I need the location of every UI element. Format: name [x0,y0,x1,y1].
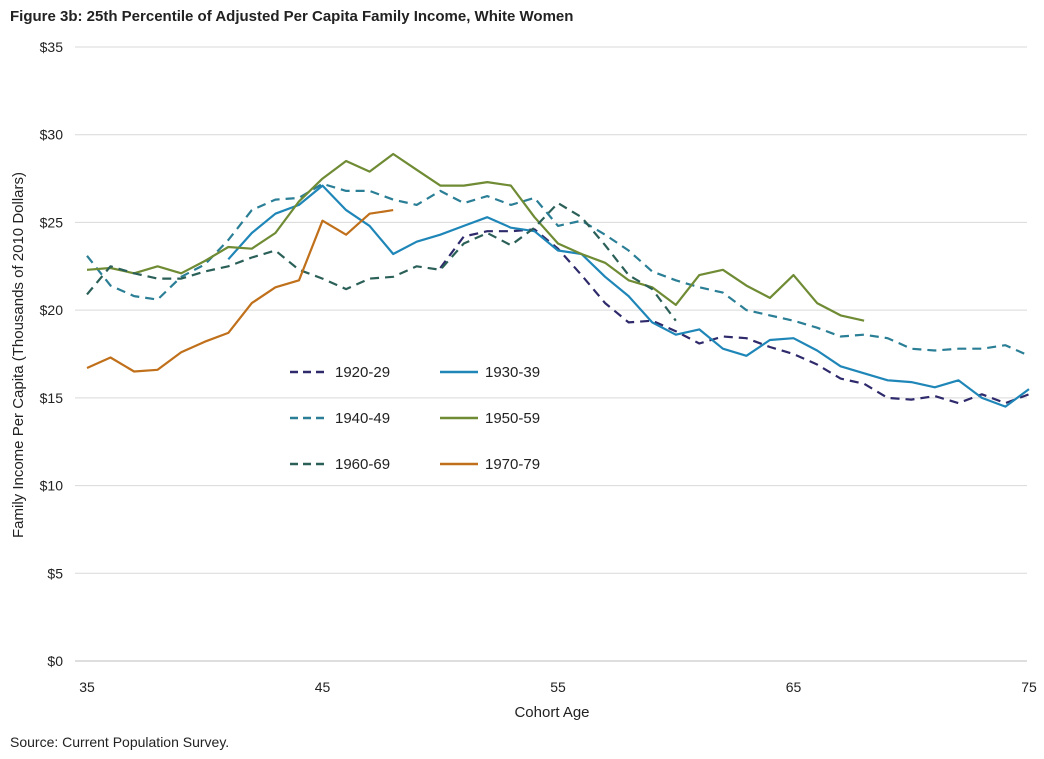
y-tick-label: $25 [40,214,64,230]
legend: 1920-29 1930-39 1940-49 1950-59 1960-69 1970-… [290,364,540,473]
legend-item-1970-79: 1970-79 [440,456,540,473]
legend-label: 1960-69 [335,456,390,473]
y-tick-label: $0 [47,653,63,669]
legend-label: 1950-59 [485,410,540,427]
legend-item-1930-39: 1930-39 [440,364,540,381]
legend-item-1950-59: 1950-59 [440,410,540,427]
series-line-1970-79 [86,209,394,373]
y-tick-label: $35 [40,39,64,55]
series-line-1940-49 [86,182,1030,357]
y-tick-label: $5 [47,565,63,581]
y-tick-label: $15 [40,390,64,406]
legend-label: 1940-49 [335,410,390,427]
x-tick-label: 45 [315,679,331,695]
x-axis-title: Cohort Age [514,704,589,721]
legend-label: 1930-39 [485,364,540,381]
y-tick-label: $20 [40,302,64,318]
y-tick-label: $30 [40,127,64,143]
axes: $0 $5 $10 $15 $20 $25 $30 $35 35 45 55 65 75 [40,39,1037,695]
legend-item-1940-49: 1940-49 [290,410,390,427]
y-tick-label: $10 [40,478,64,494]
legend-label: 1920-29 [335,364,390,381]
y-axis-title: Family Income Per Capita (Thousands of 2… [10,172,27,538]
legend-label: 1970-79 [485,456,540,473]
x-tick-label: 75 [1021,679,1037,695]
source-note: Source: Current Population Survey. [10,734,230,750]
series-line-1960-69 [86,202,677,322]
grid-lines [75,46,1027,662]
x-tick-label: 55 [550,679,566,695]
figure-title: Figure 3b: 25th Percentile of Adjusted P… [10,8,574,25]
series-lines [86,152,1030,408]
legend-item-1960-69: 1960-69 [290,456,390,473]
legend-item-1920-29: 1920-29 [290,364,390,381]
series-line-1950-59 [86,152,865,322]
x-tick-label: 35 [79,679,95,695]
x-tick-label: 65 [786,679,802,695]
